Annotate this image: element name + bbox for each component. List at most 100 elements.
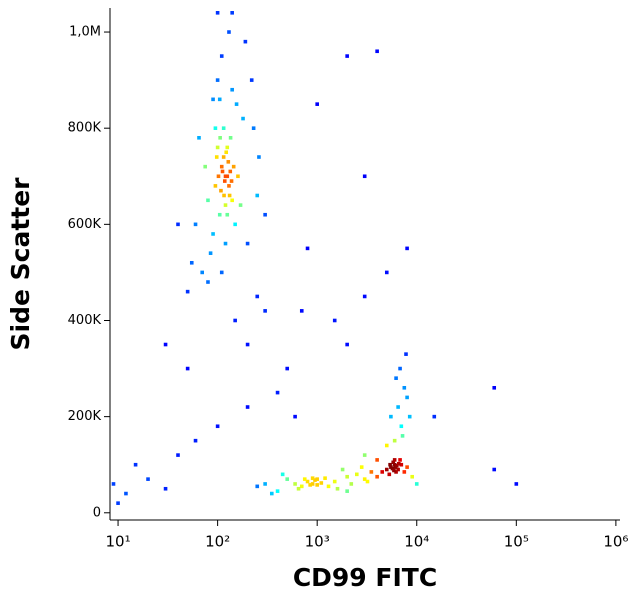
event-dot [315,102,319,106]
event-dot [293,414,297,419]
event-dot [514,482,519,486]
event-dot [305,246,310,251]
event-dot [215,11,220,15]
event-dot [380,470,385,474]
event-dot [432,414,437,419]
event-dot [255,294,260,299]
event-dot [233,222,237,227]
event-dot [133,462,138,467]
event-dot [355,472,359,477]
event-dot [396,405,400,409]
event-dot [394,463,399,468]
event-dot [213,126,218,130]
event-dot [345,474,349,479]
event-dot [410,474,414,479]
event-dot [219,164,224,169]
y-tick-label: 800K [68,121,102,136]
event-dot [310,482,315,486]
event-dot [230,11,234,15]
event-dot [222,179,227,183]
event-dot [275,390,280,395]
event-dot [193,222,198,227]
event-dot [197,136,201,140]
x-tick-label: 10² [205,533,230,551]
event-dot [308,483,312,487]
y-tick-label: 0 [93,505,101,520]
event-dot [396,461,401,466]
x-tick-label: 10⁴ [404,533,429,551]
event-dot [176,453,180,457]
event-dot [332,479,337,484]
event-dot [323,476,327,480]
event-dot [228,169,233,174]
event-dot [203,164,207,169]
y-axis-title: Side Scatter [6,177,35,351]
event-dot [369,470,374,474]
event-dot [217,212,222,217]
event-dot [362,477,367,481]
event-dot [243,39,248,44]
event-dot [255,484,260,489]
event-dot [405,465,409,469]
event-dot [269,491,274,496]
event-dot [263,482,267,486]
event-dot [229,179,234,183]
event-dot [215,145,220,150]
event-dot [225,174,230,179]
event-dot [163,342,168,347]
event-dot [313,478,317,482]
event-dot [394,376,398,380]
event-dot [215,78,220,82]
event-dot [275,489,280,493]
event-dot [310,476,315,480]
event-dot [302,477,307,481]
event-dot [492,385,497,390]
event-dot [285,477,290,481]
event-dot [398,366,402,371]
event-dot [404,352,408,356]
event-dot [206,280,210,284]
event-dot [211,232,215,236]
event-dot [238,203,243,207]
event-dot [296,486,301,491]
event-dot [263,212,267,217]
event-dot [251,126,256,130]
event-dot [394,470,398,474]
event-dot [185,289,190,294]
event-dot [384,467,389,472]
event-dot [399,424,404,429]
event-dot [189,260,194,265]
event-dot [384,443,389,448]
event-dot [146,477,150,481]
event-dot [389,414,393,419]
event-dot [221,126,226,130]
event-dot [226,160,231,164]
event-dot [392,462,397,467]
event-dot [387,472,392,477]
event-dot [299,484,304,489]
event-dot [219,188,223,193]
event-dot [319,481,324,485]
event-dot [349,482,354,486]
event-dot [362,453,367,457]
event-dot [402,470,407,474]
event-dot [365,479,370,484]
event-dot [185,366,190,371]
event-dot [280,472,285,477]
event-dot [234,102,239,106]
event-dot [193,438,198,443]
event-dot [398,458,402,462]
event-dot [225,145,230,150]
event-dot [200,270,204,275]
event-dot [245,241,250,246]
event-dot [249,78,254,82]
event-dot [375,474,379,479]
event-dot [375,49,379,54]
event-dot [390,466,395,471]
event-dot [340,467,345,472]
event-dot [216,174,221,179]
event-dot [299,309,304,313]
event-dot [220,169,225,174]
event-dot [208,251,213,255]
event-dot [384,270,389,275]
